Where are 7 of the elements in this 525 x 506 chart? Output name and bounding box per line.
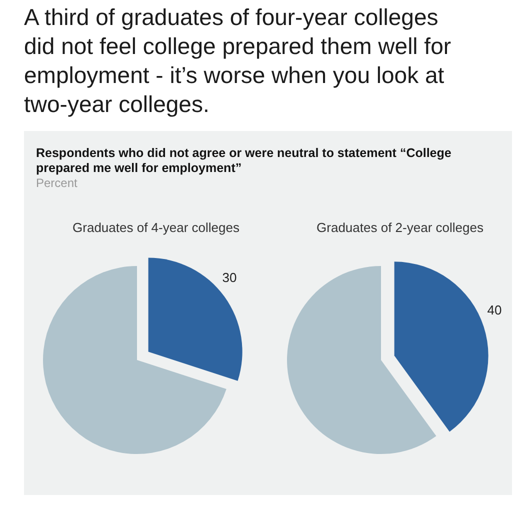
text: Respondents who did not agree or were neutral to statement “College prepared me well for employment” [36,146,452,175]
chart-title: Graduates of 2-year colleges [316,220,484,235]
chart-title: Graduates of 4-year colleges [72,220,240,235]
data-label: 30 [222,270,237,286]
text: Percent [36,176,78,190]
data-label: 40 [487,302,502,318]
text: A third of graduates of four-year colleges did not feel college prepared them well for employment - it’s worse when you look at two-year colleges. [24,4,452,117]
